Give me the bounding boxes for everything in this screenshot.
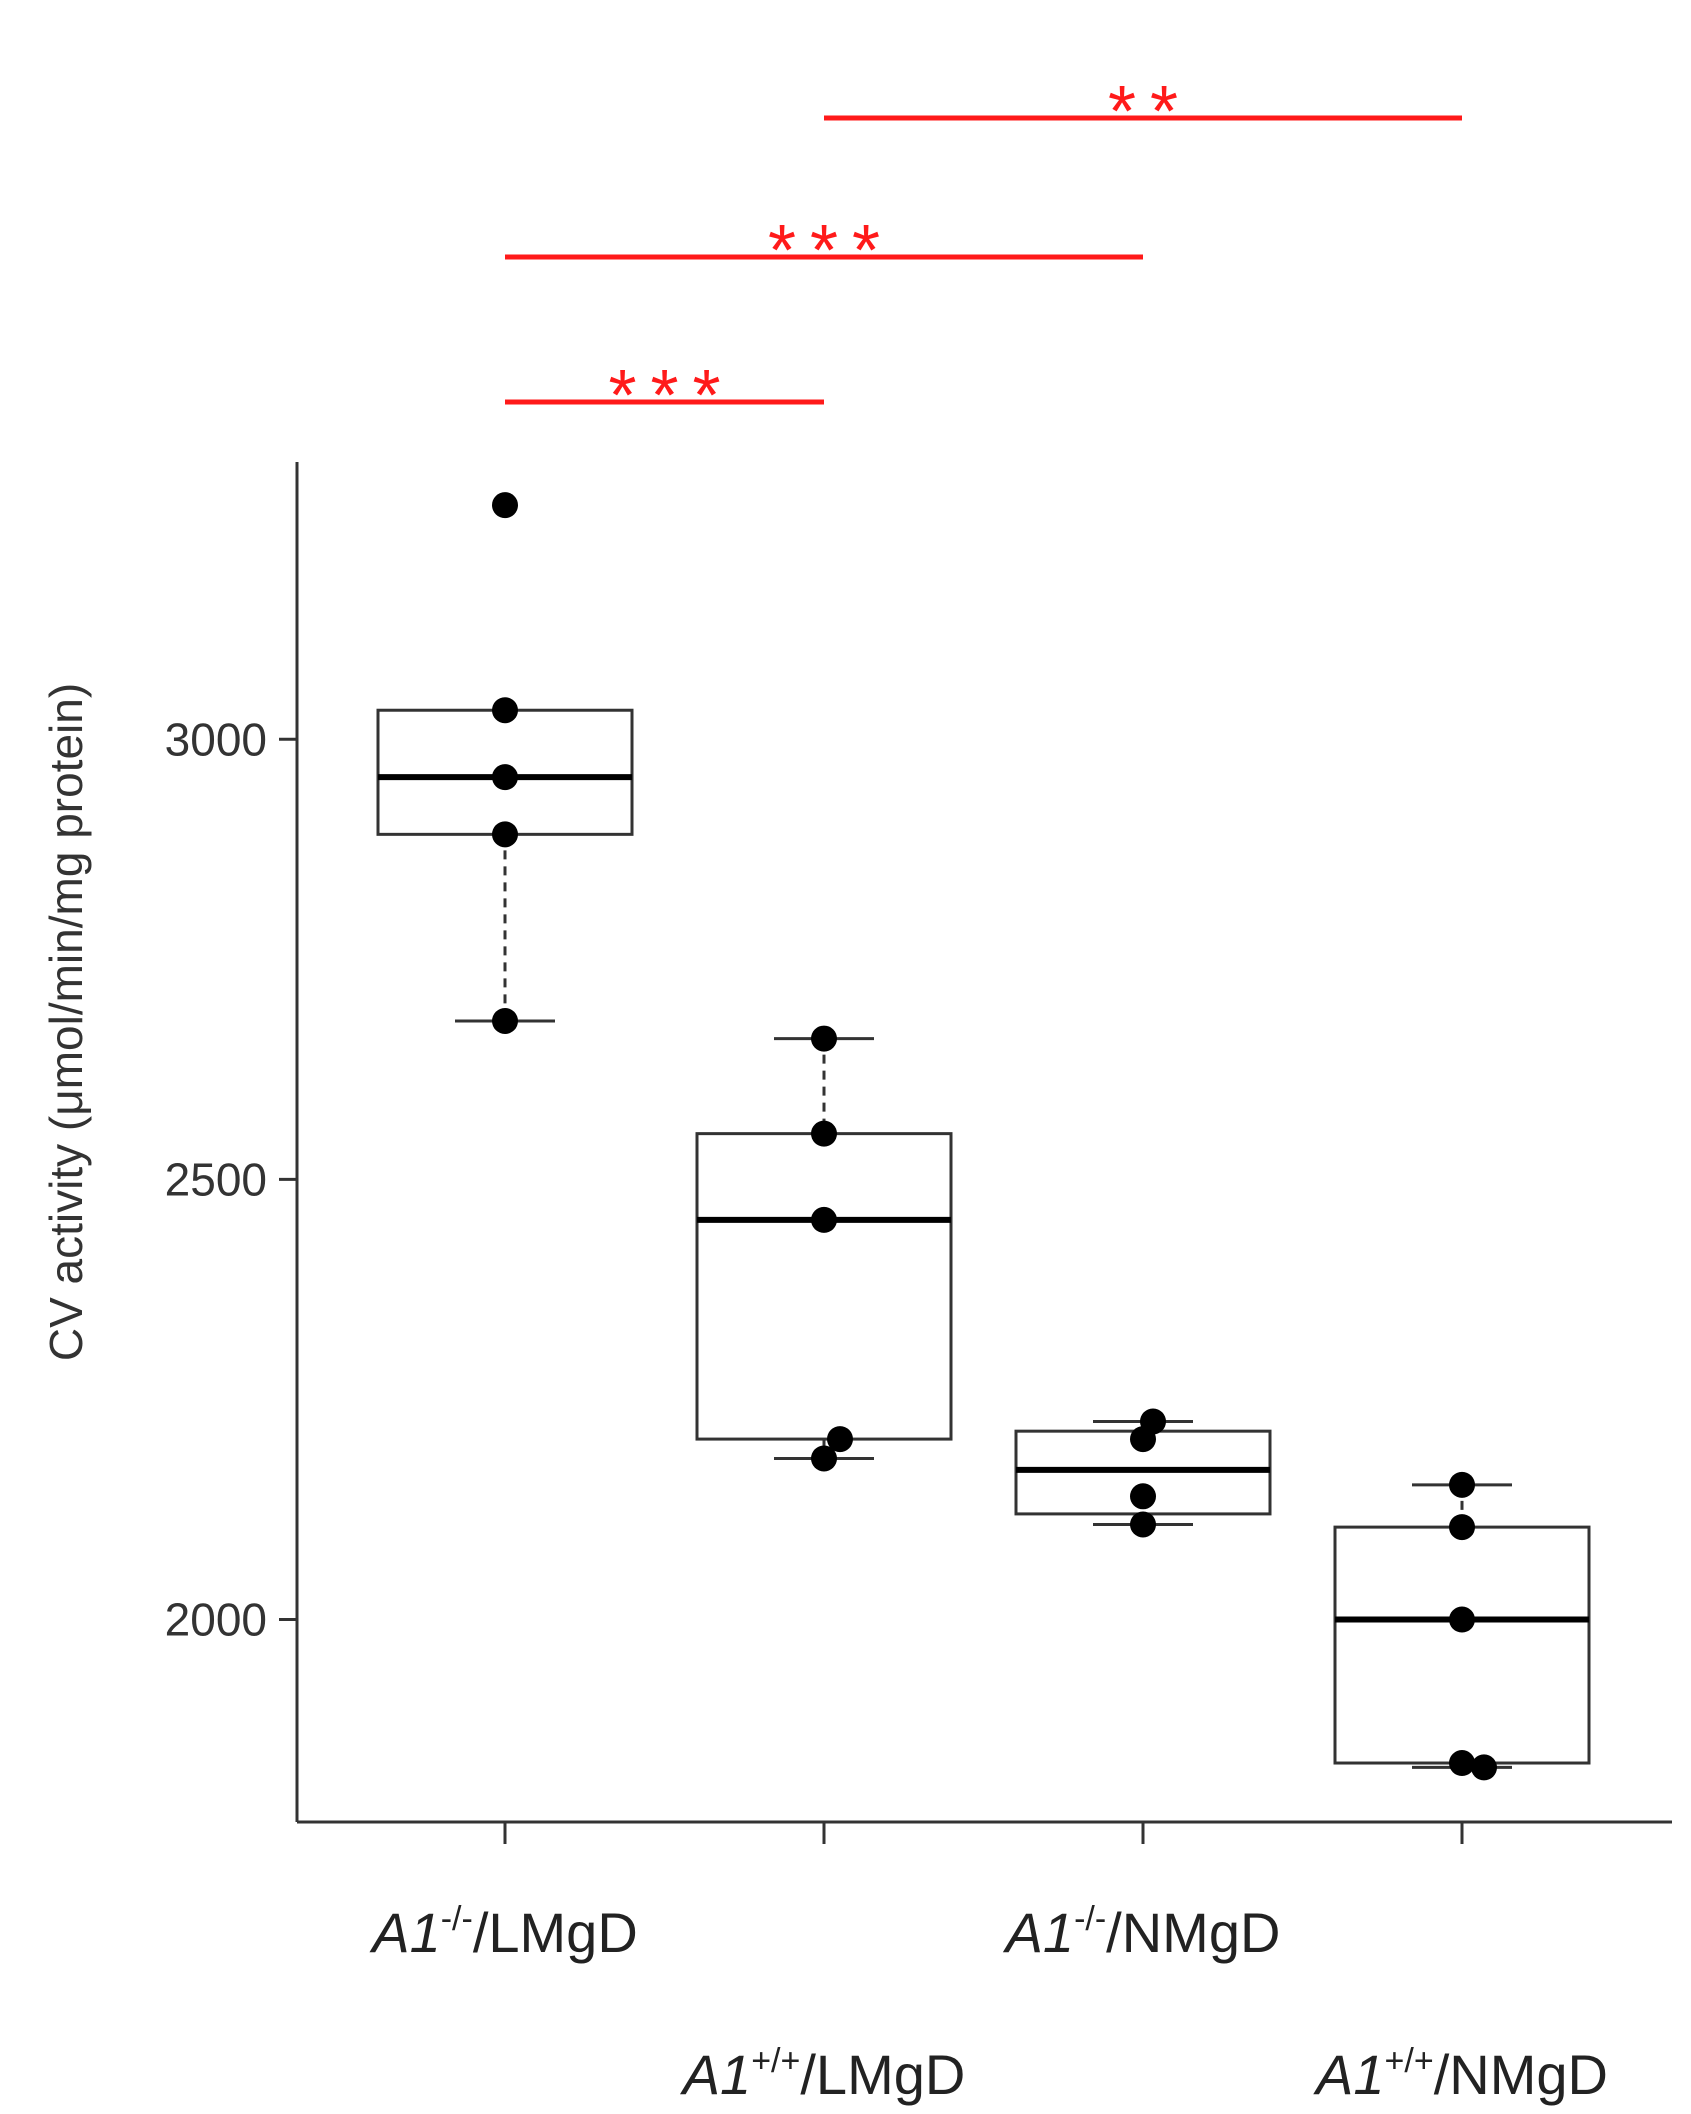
box-group — [695, 1025, 953, 1844]
data-point — [1130, 1511, 1156, 1538]
box — [695, 1132, 953, 1441]
data-point — [1130, 1483, 1156, 1510]
x-category-label: A1-/-/NMgD — [1003, 1900, 1281, 1964]
significance-label: *** — [768, 211, 894, 291]
category-gene: A1 — [1003, 1901, 1075, 1964]
y-tick-label: 3000 — [165, 713, 267, 765]
significance-label: ** — [1108, 72, 1192, 152]
box-group — [1333, 1471, 1591, 1844]
data-point — [492, 697, 518, 724]
data-point — [492, 764, 518, 791]
data-point — [492, 821, 518, 848]
axes — [295, 462, 1672, 1824]
category-genotype: +/+ — [751, 2042, 800, 2080]
data-point — [1449, 1514, 1475, 1541]
category-diet: /NMgD — [1106, 1901, 1280, 1964]
box-group — [1014, 1408, 1272, 1844]
y-axis-title: CV activity (μmol/min/mg protein) — [40, 683, 92, 1361]
data-point — [1130, 1426, 1156, 1453]
category-genotype: -/- — [441, 1900, 473, 1938]
data-point — [811, 1025, 837, 1052]
significance-label: *** — [608, 356, 734, 436]
category-diet: /NMgD — [1434, 2043, 1608, 2106]
x-category-label: A1-/-/LMgD — [369, 1900, 638, 1964]
data-point — [492, 492, 518, 519]
category-gene: A1 — [1313, 2043, 1385, 2106]
box — [1333, 1525, 1591, 1765]
category-genotype: +/+ — [1385, 2042, 1434, 2080]
category-gene: A1 — [369, 1901, 441, 1964]
data-point — [827, 1426, 853, 1453]
x-category-label: A1+/+/LMgD — [680, 2042, 966, 2106]
category-gene: A1 — [680, 2043, 752, 2106]
data-point — [811, 1445, 837, 1472]
category-genotype: -/- — [1074, 1900, 1106, 1938]
y-axis-ticks: 2000 2500 3000 — [165, 713, 297, 1646]
data-point — [1471, 1754, 1497, 1781]
category-diet: /LMgD — [473, 1901, 638, 1964]
boxes — [376, 492, 1591, 1844]
data-point — [1449, 1606, 1475, 1633]
data-point — [811, 1120, 837, 1147]
y-tick-label: 2000 — [165, 1594, 267, 1646]
significance-brackets: ******** — [505, 72, 1462, 436]
box-group — [376, 492, 634, 1844]
data-point — [811, 1206, 837, 1233]
data-point — [1449, 1471, 1475, 1498]
data-point — [1449, 1750, 1475, 1777]
category-diet: /LMgD — [800, 2043, 965, 2106]
x-category-label: A1+/+/NMgD — [1313, 2042, 1608, 2106]
y-tick-label: 2500 — [165, 1153, 267, 1205]
data-point — [492, 1007, 518, 1034]
